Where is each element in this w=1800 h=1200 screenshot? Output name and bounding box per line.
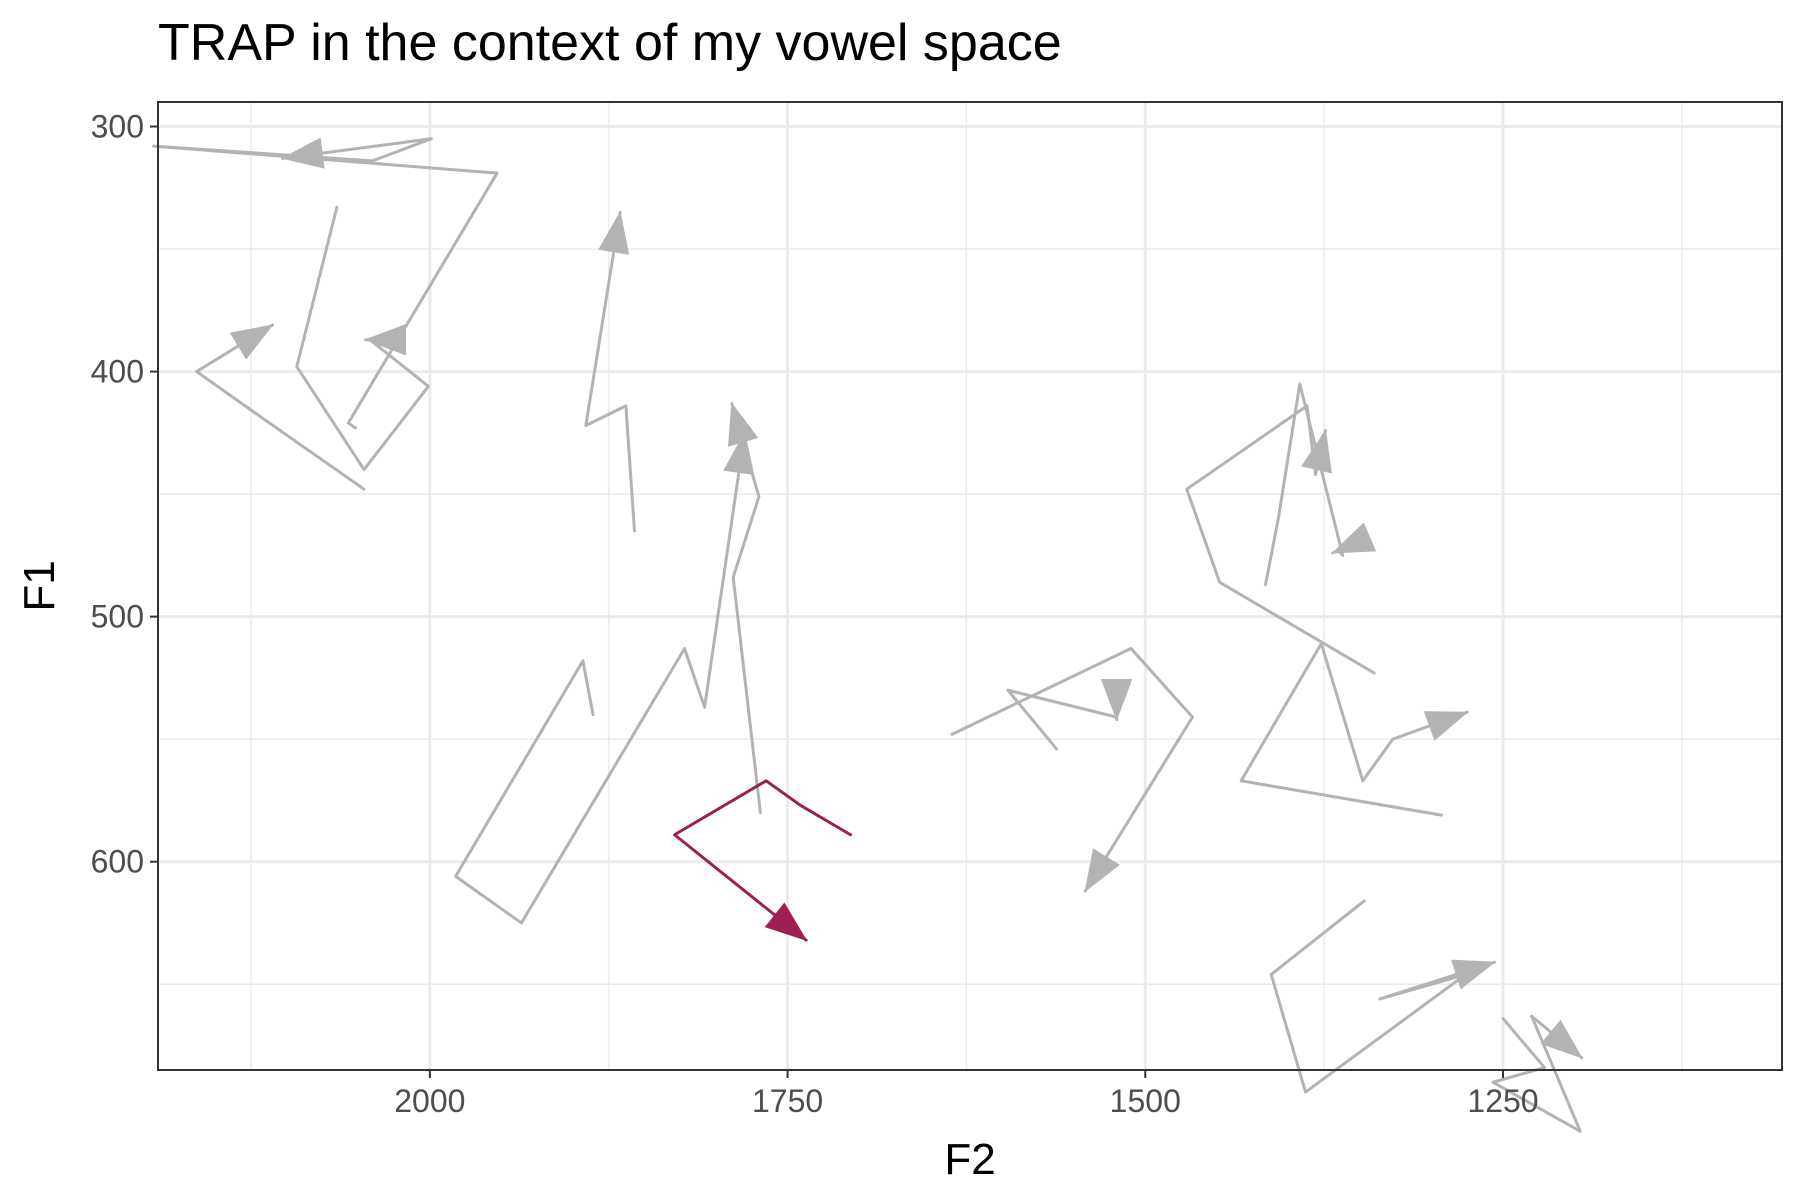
vowel-trajectory	[454, 431, 747, 925]
vowel-trajectory-arrowhead	[1423, 711, 1469, 741]
y-axis: 300 400 500 600	[91, 109, 158, 880]
plot-panel	[158, 102, 1782, 1070]
vowel-trajectory-arrowhead	[598, 210, 630, 255]
y-tick-label: 600	[91, 844, 144, 880]
series-layer	[152, 137, 1584, 1133]
plot-border	[157, 101, 1783, 1071]
vowel-trajectory	[730, 401, 762, 815]
vowel-trajectory	[1269, 899, 1496, 1094]
vowel-trajectory-arrowhead	[281, 137, 325, 169]
vowel-trajectory	[584, 210, 636, 533]
y-tick-label: 500	[91, 599, 144, 635]
vowel-trajectory-arrowhead	[1100, 679, 1133, 721]
x-tick-label: 1750	[752, 1083, 823, 1119]
vowel-trajectory	[950, 646, 1194, 893]
x-tick-label: 2000	[394, 1083, 465, 1119]
vowel-trajectory	[152, 137, 499, 430]
grid-major	[158, 102, 1782, 1070]
vowel-trajectory-arrowhead	[1331, 522, 1377, 554]
vowel-trajectory-arrowhead	[1540, 1019, 1583, 1059]
vowel-trajectory-arrowhead	[364, 323, 406, 356]
x-axis-title: F2	[944, 1135, 995, 1184]
x-tick-label: 1250	[1467, 1083, 1538, 1119]
vowel-trajectory-arrowhead	[229, 324, 274, 360]
y-tick-label: 300	[91, 109, 144, 145]
vowel-trajectory-arrowhead	[723, 431, 755, 476]
x-tick-label: 1500	[1110, 1083, 1181, 1119]
trap-trajectory-arrowhead	[764, 902, 808, 942]
x-axis: 2000 1750 1500 1250	[394, 1070, 1539, 1119]
chart-title: TRAP in the context of my vowel space	[158, 14, 1062, 72]
vowel-trajectory-arrowhead	[1084, 848, 1120, 893]
vowel-trajectory	[1491, 1014, 1584, 1133]
trap-trajectory	[673, 779, 853, 942]
vowel-trajectory-arrowhead	[1451, 959, 1496, 990]
y-tick-label: 400	[91, 354, 144, 390]
vowel-trajectory	[195, 323, 366, 491]
vowel-trajectory	[1239, 642, 1469, 817]
vowel-trajectory-arrowhead	[728, 402, 759, 447]
y-axis-title: F1	[15, 560, 64, 611]
